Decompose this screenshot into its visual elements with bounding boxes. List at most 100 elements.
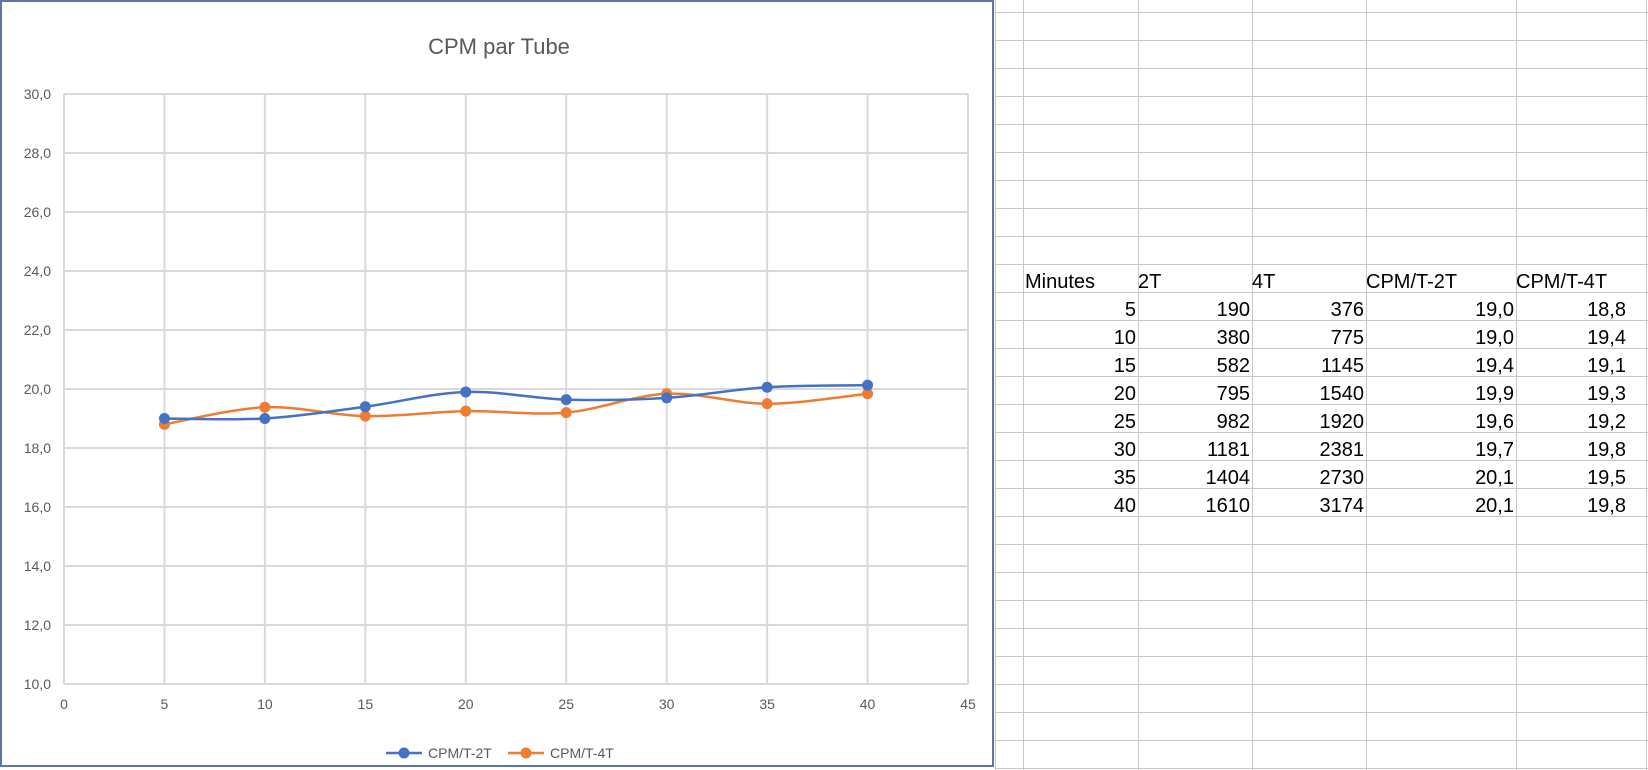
y-tick-label: 12,0 [24, 617, 51, 633]
table-cell[interactable]: 3174 [1319, 495, 1365, 517]
table-cell[interactable]: 1404 [1205, 467, 1251, 489]
table-cell[interactable]: 20,1 [1475, 467, 1514, 489]
table-cell[interactable]: 376 [1330, 299, 1364, 321]
grid-column-line [995, 0, 996, 770]
table-cell[interactable]: 18,8 [1587, 299, 1626, 321]
table-cell[interactable]: 19,0 [1475, 327, 1514, 349]
grid-column-line [1138, 0, 1139, 770]
grid-row-line [995, 488, 1648, 489]
chart-object[interactable]: CPM par Tube 10,0 12,0 14,0 16,0 18,0 20,0 22,0… [0, 0, 994, 767]
data-point-cpm-t-2t [661, 392, 673, 404]
table-cell[interactable]: 1540 [1319, 383, 1365, 405]
data-point-cpm-t-4t [460, 405, 472, 417]
data-point-cpm-t-2t [359, 401, 371, 413]
y-tick-label: 22,0 [24, 322, 51, 338]
table-cell[interactable]: 795 [1216, 383, 1250, 405]
table-cell[interactable]: 20,1 [1475, 495, 1514, 517]
table-cell[interactable]: 775 [1330, 327, 1364, 349]
grid-column-line [1516, 0, 1517, 770]
table-cell[interactable]: 190 [1216, 299, 1250, 321]
y-tick-label: 20,0 [24, 381, 51, 397]
table-cell[interactable]: 10 [1113, 327, 1136, 349]
table-cell[interactable]: 1610 [1205, 495, 1251, 517]
y-tick-label: 18,0 [24, 440, 51, 456]
data-point-cpm-t-2t [158, 413, 170, 424]
grid-column-line [1646, 0, 1647, 770]
table-header-cell[interactable]: CPM/T-4T [1516, 271, 1608, 293]
legend-marker [398, 747, 410, 759]
table-cell[interactable]: 19,0 [1475, 299, 1514, 321]
grid-row-line [995, 208, 1648, 209]
table-cell[interactable]: 19,7 [1475, 439, 1514, 461]
data-point-cpm-t-4t [761, 398, 773, 410]
grid-row-line [995, 96, 1648, 97]
data-point-cpm-t-2t [460, 386, 472, 398]
x-tick-label: 45 [960, 696, 976, 712]
grid-row-line [995, 68, 1648, 69]
grid-column-line [1023, 0, 1024, 770]
x-tick-label: 25 [558, 696, 574, 712]
data-point-cpm-t-2t [259, 413, 271, 424]
grid-row-line [995, 264, 1648, 265]
table-cell[interactable]: 5 [1124, 299, 1136, 321]
grid-row-line [995, 236, 1648, 237]
grid-row-line [995, 152, 1648, 153]
table-cell[interactable]: 2730 [1319, 467, 1365, 489]
table-cell[interactable]: 25 [1113, 411, 1136, 433]
table-cell[interactable]: 19,8 [1587, 495, 1626, 517]
table-cell[interactable]: 19,2 [1587, 411, 1626, 433]
grid-row-line [995, 740, 1648, 741]
y-tick-label: 24,0 [24, 263, 51, 279]
grid-row-line [995, 712, 1648, 713]
table-cell[interactable]: 19,4 [1587, 327, 1626, 349]
table-cell[interactable]: 19,8 [1587, 439, 1626, 461]
table-cell[interactable]: 15 [1113, 355, 1136, 377]
data-point-cpm-t-2t [560, 394, 572, 406]
table-cell[interactable]: 19,1 [1587, 355, 1626, 377]
table-cell[interactable]: 19,6 [1475, 411, 1514, 433]
table-cell[interactable]: 40 [1113, 495, 1136, 517]
table-cell[interactable]: 1145 [1320, 355, 1364, 377]
x-tick-label: 5 [161, 696, 169, 712]
grid-row-line [995, 124, 1648, 125]
table-cell[interactable]: 1920 [1319, 411, 1365, 433]
table-cell[interactable]: 30 [1113, 439, 1136, 461]
grid-row-line [995, 684, 1648, 685]
table-cell[interactable]: 19,9 [1475, 383, 1514, 405]
table-cell[interactable]: 20 [1113, 383, 1136, 405]
data-point-cpm-t-4t [259, 401, 271, 413]
grid-row-line [995, 376, 1648, 377]
line-chart: CPM par Tube 10,0 12,0 14,0 16,0 18,0 20,0 22,0… [24, 34, 976, 761]
table-header-cell[interactable]: Minutes [1025, 271, 1096, 293]
grid-row-line [995, 292, 1648, 293]
data-point-cpm-t-4t [862, 388, 874, 400]
grid-row-line [995, 180, 1648, 181]
table-cell[interactable]: 19,4 [1475, 355, 1514, 377]
chart-title: CPM par Tube [428, 34, 570, 59]
y-tick-label: 30,0 [24, 86, 51, 102]
legend-marker [520, 747, 532, 759]
y-tick-label: 14,0 [24, 558, 51, 574]
table-cell[interactable]: 582 [1216, 355, 1250, 377]
table-cell[interactable]: 19,3 [1587, 383, 1626, 405]
table-cell[interactable]: 380 [1216, 327, 1250, 349]
grid-row-line [995, 628, 1648, 629]
grid-row-line [995, 572, 1648, 573]
grid-row-line [995, 432, 1648, 433]
grid-row-line [995, 40, 1648, 41]
grid-row-line [995, 12, 1648, 13]
table-header-cell[interactable]: 2T [1138, 271, 1162, 293]
grid-column-line [1366, 0, 1367, 770]
grid-row-line [995, 348, 1648, 349]
table-cell[interactable]: 2381 [1319, 439, 1365, 461]
table-header-cell[interactable]: 4T [1252, 271, 1276, 293]
x-tick-label: 30 [659, 696, 675, 712]
grid-row-line [995, 460, 1648, 461]
table-cell[interactable]: 19,5 [1587, 467, 1626, 489]
grid-row-line [995, 600, 1648, 601]
table-cell[interactable]: 35 [1113, 467, 1136, 489]
table-cell[interactable]: 982 [1216, 411, 1250, 433]
table-cell[interactable]: 1181 [1206, 439, 1250, 461]
y-tick-label: 16,0 [24, 499, 51, 515]
table-header-cell[interactable]: CPM/T-2T [1366, 271, 1458, 293]
